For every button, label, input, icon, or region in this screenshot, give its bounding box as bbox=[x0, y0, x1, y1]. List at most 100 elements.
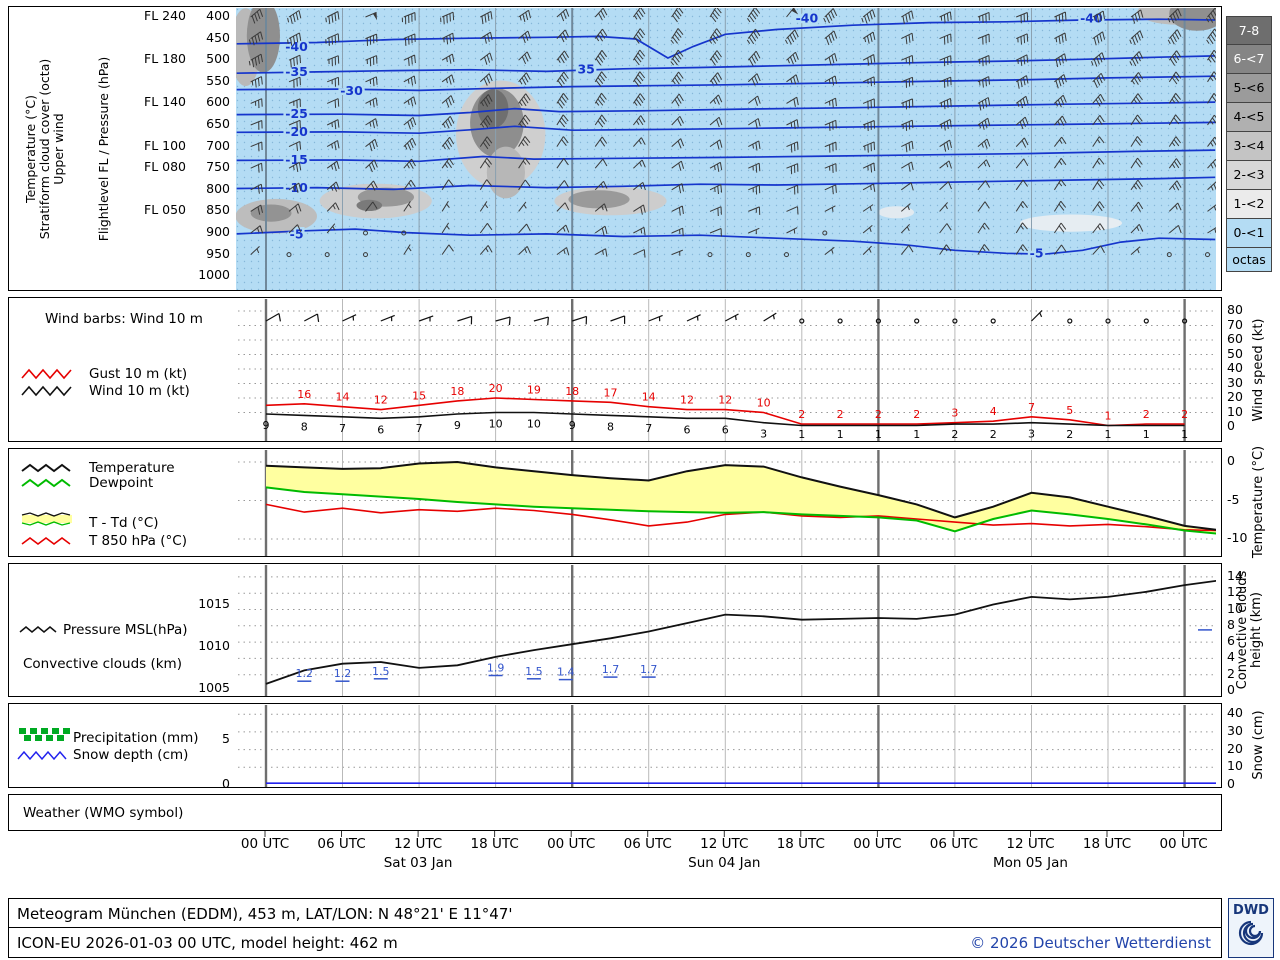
svg-text:7: 7 bbox=[339, 422, 346, 435]
wind-speed-tick-label: 80 bbox=[1227, 302, 1243, 317]
date-label: Mon 05 Jan bbox=[992, 855, 1068, 871]
octa-legend-entry: 0-<1 bbox=[1226, 219, 1272, 248]
temperature-line-icon bbox=[21, 463, 71, 473]
gust-legend-label: Gust 10 m (kt) bbox=[89, 366, 188, 382]
octa-legend-entry: 4-<5 bbox=[1226, 103, 1272, 132]
svg-text:1.9: 1.9 bbox=[487, 662, 505, 675]
octa-legend-caption: octas bbox=[1226, 248, 1272, 272]
weather-panel: Weather (WMO symbol) bbox=[8, 794, 1222, 831]
dewpoint-legend-label: Dewpoint bbox=[89, 475, 154, 491]
svg-text:1.7: 1.7 bbox=[602, 663, 620, 676]
precip-legend-label: Precipitation (mm) bbox=[73, 730, 199, 746]
conv-cloud-tick-label: 8 bbox=[1227, 617, 1235, 632]
svg-text:1: 1 bbox=[1105, 410, 1112, 423]
t-td-swatch-icon bbox=[21, 512, 72, 526]
model-info-row: ICON-EU 2026-01-03 00 UTC, model height:… bbox=[9, 928, 1221, 958]
convective-axis-title: Convective clouds height (km) bbox=[1235, 570, 1264, 690]
wind-speed-tick-label: 0 bbox=[1227, 418, 1235, 433]
svg-text:2: 2 bbox=[798, 408, 805, 421]
svg-text:1.2: 1.2 bbox=[296, 667, 314, 680]
conv-cloud-tick-label: 2 bbox=[1227, 666, 1235, 681]
svg-text:3: 3 bbox=[760, 428, 767, 441]
svg-text:35: 35 bbox=[577, 61, 594, 76]
svg-text:15: 15 bbox=[412, 389, 426, 402]
svg-text:-40: -40 bbox=[796, 11, 819, 26]
svg-text:1.5: 1.5 bbox=[525, 665, 543, 678]
wind-speed-tick-label: 40 bbox=[1227, 360, 1243, 375]
cloud-cover-legend: 7-8 6-<7 5-<6 4-<5 3-<4 2-<3 1-<2 0-<1 octas bbox=[1226, 16, 1272, 272]
svg-text:-20: -20 bbox=[285, 124, 308, 139]
svg-text:1: 1 bbox=[1143, 428, 1150, 441]
temperature-plot bbox=[238, 450, 1216, 556]
svg-text:-35: -35 bbox=[285, 64, 308, 79]
svg-text:1.2: 1.2 bbox=[334, 667, 352, 680]
svg-text:1.7: 1.7 bbox=[640, 663, 658, 676]
snow-tick-label: 10 bbox=[1227, 758, 1243, 773]
svg-text:6: 6 bbox=[377, 423, 384, 436]
model-info: ICON-EU 2026-01-03 00 UTC, model height:… bbox=[17, 934, 398, 952]
svg-text:20: 20 bbox=[489, 382, 503, 395]
conv-clouds-legend-label: Convective clouds (km) bbox=[23, 656, 182, 672]
svg-text:9: 9 bbox=[569, 419, 576, 432]
svg-text:-15: -15 bbox=[285, 152, 308, 167]
svg-text:1: 1 bbox=[875, 428, 882, 441]
octa-legend-entry: 3-<4 bbox=[1226, 132, 1272, 161]
svg-text:1: 1 bbox=[837, 428, 844, 441]
svg-text:10: 10 bbox=[489, 418, 503, 431]
svg-text:17: 17 bbox=[604, 386, 618, 399]
svg-text:1: 1 bbox=[1105, 428, 1112, 441]
svg-text:14: 14 bbox=[336, 391, 350, 404]
conv-cloud-tick-label: 0 bbox=[1227, 682, 1235, 697]
svg-text:-25: -25 bbox=[285, 106, 308, 121]
pressure-line-icon bbox=[19, 626, 57, 633]
pressure-panel: Pressure MSL(hPa) Convective clouds (km)… bbox=[8, 563, 1222, 697]
date-label: Sun 04 Jan bbox=[688, 855, 761, 871]
snow-tick-label: 0 bbox=[1227, 776, 1235, 791]
t850-legend-label: T 850 hPa (°C) bbox=[89, 533, 187, 549]
svg-text:2: 2 bbox=[951, 428, 958, 441]
svg-text:2: 2 bbox=[875, 408, 882, 421]
wind-speed-tick-label: 70 bbox=[1227, 317, 1243, 332]
svg-text:18: 18 bbox=[450, 385, 464, 398]
svg-text:14: 14 bbox=[642, 391, 656, 404]
snow-axis-title: Snow (cm) bbox=[1251, 710, 1266, 780]
pressure-legend-label: Pressure MSL(hPa) bbox=[63, 622, 188, 638]
gust-line-icon bbox=[21, 368, 72, 380]
footer: Meteogram München (EDDM), 453 m, LAT/LON… bbox=[8, 898, 1222, 958]
svg-text:7: 7 bbox=[645, 422, 652, 435]
octa-legend-entry: 6-<7 bbox=[1226, 45, 1272, 74]
upper-air-plot: -40-40 -40-35 35-30-25-20-15-10-5-5 bbox=[236, 8, 1216, 290]
conv-cloud-tick-label: 6 bbox=[1227, 633, 1235, 648]
svg-text:9: 9 bbox=[454, 419, 461, 432]
svg-text:1: 1 bbox=[913, 428, 920, 441]
wind-speed-tick-label: 30 bbox=[1227, 375, 1243, 390]
temperature-tick-label: -5 bbox=[1227, 492, 1240, 507]
temperature-tick-label: -10 bbox=[1227, 530, 1248, 545]
svg-text:2: 2 bbox=[1181, 408, 1188, 421]
time-axis-ticks bbox=[264, 831, 1185, 837]
wind-speed-tick-label: 10 bbox=[1227, 404, 1243, 419]
snow-tick-label: 30 bbox=[1227, 723, 1243, 738]
svg-text:5: 5 bbox=[1066, 404, 1073, 417]
temperature-tick-label: 0 bbox=[1227, 453, 1235, 468]
precip-plot bbox=[238, 705, 1216, 787]
svg-text:-30: -30 bbox=[340, 83, 363, 98]
svg-text:8: 8 bbox=[301, 420, 308, 433]
snow-line-icon bbox=[17, 750, 67, 761]
svg-text:10: 10 bbox=[757, 397, 771, 410]
svg-text:2: 2 bbox=[1066, 428, 1073, 441]
weather-plot bbox=[236, 796, 1216, 830]
pressure-plot: 1.2 1.2 1.5 1.9 1.5 1.4 1.7 1.7 bbox=[238, 565, 1216, 696]
svg-text:-5: -5 bbox=[290, 227, 304, 242]
wind-speed-tick-label: 50 bbox=[1227, 346, 1243, 361]
date-label: Sat 03 Jan bbox=[383, 855, 453, 871]
svg-text:6: 6 bbox=[684, 423, 691, 436]
octa-legend-entry: 7-8 bbox=[1226, 16, 1272, 45]
octa-legend-entry: 1-<2 bbox=[1226, 190, 1272, 219]
temperature-legend-label: Temperature bbox=[89, 460, 175, 476]
snow-tick-label: 40 bbox=[1227, 705, 1243, 720]
svg-text:-5: -5 bbox=[1030, 246, 1044, 261]
svg-text:7: 7 bbox=[1028, 401, 1035, 414]
svg-text:19: 19 bbox=[527, 384, 541, 397]
wind-speed-tick-label: 60 bbox=[1227, 331, 1243, 346]
